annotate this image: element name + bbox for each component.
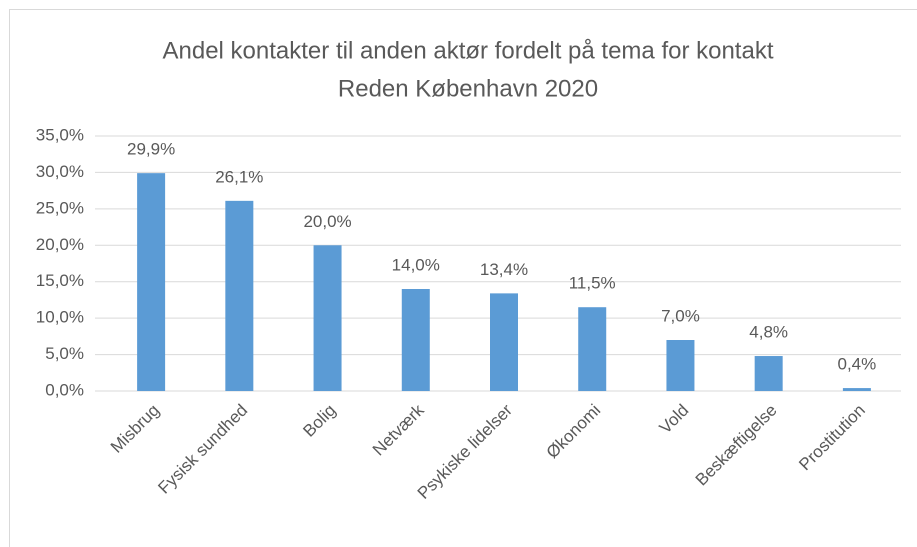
- bar: [578, 307, 607, 391]
- bar: [401, 289, 430, 391]
- y-tick-label: 25,0%: [36, 198, 84, 217]
- y-tick-label: 5,0%: [45, 344, 84, 363]
- data-label: 20,0%: [303, 212, 351, 231]
- bar: [754, 356, 783, 391]
- y-tick-label: 0,0%: [45, 380, 84, 399]
- bar: [666, 340, 695, 391]
- chart-title: Andel kontakter til anden aktør fordelt …: [163, 37, 774, 64]
- bar: [137, 173, 166, 391]
- data-label: 0,4%: [838, 355, 877, 374]
- data-label: 13,4%: [480, 260, 528, 279]
- y-tick-label: 20,0%: [36, 235, 84, 254]
- y-tick-label: 30,0%: [36, 162, 84, 181]
- data-label: 11,5%: [569, 274, 616, 293]
- y-tick-label: 15,0%: [36, 271, 84, 290]
- bar: [313, 245, 342, 391]
- y-tick-label: 10,0%: [36, 308, 84, 327]
- y-tick-label: 35,0%: [36, 125, 84, 144]
- data-label: 26,1%: [215, 167, 263, 186]
- chart-title: Reden København 2020: [338, 75, 598, 102]
- bar: [842, 388, 871, 391]
- bar: [225, 200, 254, 391]
- data-label: 4,8%: [749, 323, 788, 342]
- data-label: 29,9%: [127, 140, 175, 159]
- bar: [490, 293, 518, 391]
- data-label: 7,0%: [661, 306, 700, 325]
- data-label: 14,0%: [392, 255, 440, 274]
